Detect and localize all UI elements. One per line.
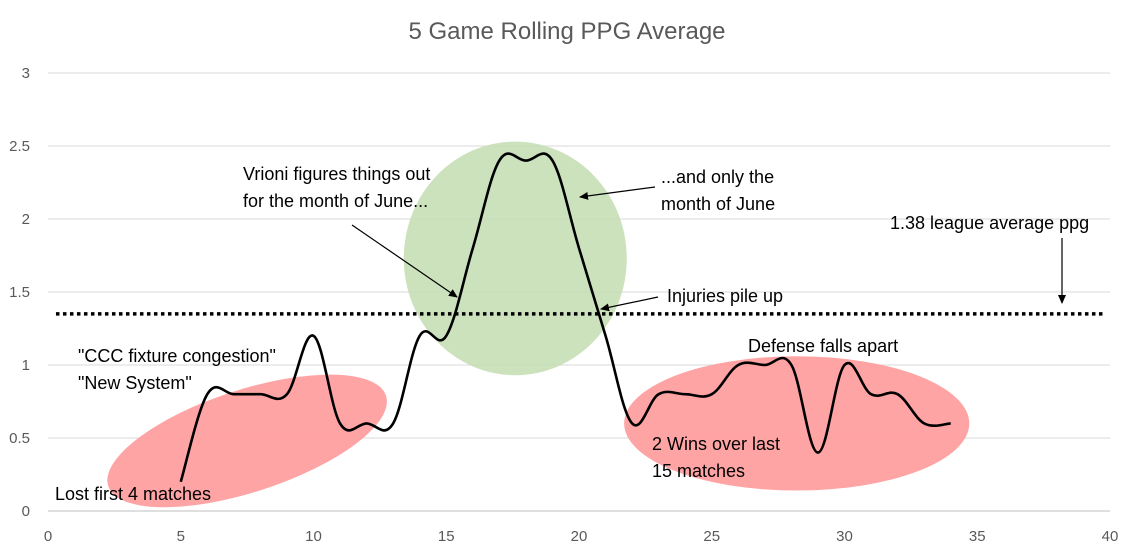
x-tick-label-2: 10 [305,528,322,545]
x-tick-label-7: 35 [969,528,986,545]
annotation-layer: "CCC fixture congestion" "New System" Lo… [55,164,1089,504]
y-tick-label-0: 0 [22,503,30,520]
region-collapse [624,356,970,491]
annotation-lost-first: Lost first 4 matches [55,484,211,504]
y-tick-label-2: 1 [22,357,30,374]
region-peak [403,141,627,376]
arrow-only-june [579,186,656,200]
y-tick-label-3: 1.5 [9,284,30,301]
annotation-vrioni-line2: for the month of June... [243,191,428,211]
annotation-league-average: 1.38 league average ppg [890,213,1089,233]
region-start [107,374,387,508]
x-tick-label-5: 25 [703,528,720,545]
x-tick-label-4: 20 [571,528,588,545]
arrow-vrioni [351,224,458,298]
annotation-only-june-line2: month of June [661,194,775,214]
y-tick-label-5: 2.5 [9,138,30,155]
annotation-injuries: Injuries pile up [667,286,783,306]
arrow-layer [351,186,1066,312]
annotation-only-june-line1: ...and only the [661,167,774,187]
annotation-defense: Defense falls apart [748,336,898,356]
chart-title: 5 Game Rolling PPG Average [408,18,725,45]
y-tick-label-4: 2 [22,211,30,228]
tick-layer: 00.511.522.530 5 10 15 20 25 30 35 40 [9,65,1118,545]
annotation-vrioni-line1: Vrioni figures things out [243,164,430,184]
y-tick-label-1: 0.5 [9,430,30,447]
arrow-injuries [600,296,659,312]
annotation-ccc-line2: "New System" [78,373,192,393]
y-tick-label-6: 3 [22,65,30,82]
x-tick-label-6: 30 [836,528,853,545]
x-tick-label-8: 40 [1102,528,1119,545]
series-layer [179,152,951,483]
x-tick-label-3: 15 [438,528,455,545]
region-layer [107,141,970,508]
x-tick-label-0: 0 [44,528,52,545]
series-line-0 [179,152,951,483]
annotation-two-wins-line1: 2 Wins over last [652,434,780,454]
annotation-two-wins-line2: 15 matches [652,461,745,481]
x-tick-label-1: 5 [177,528,185,545]
annotation-ccc-line1: "CCC fixture congestion" [78,346,276,366]
